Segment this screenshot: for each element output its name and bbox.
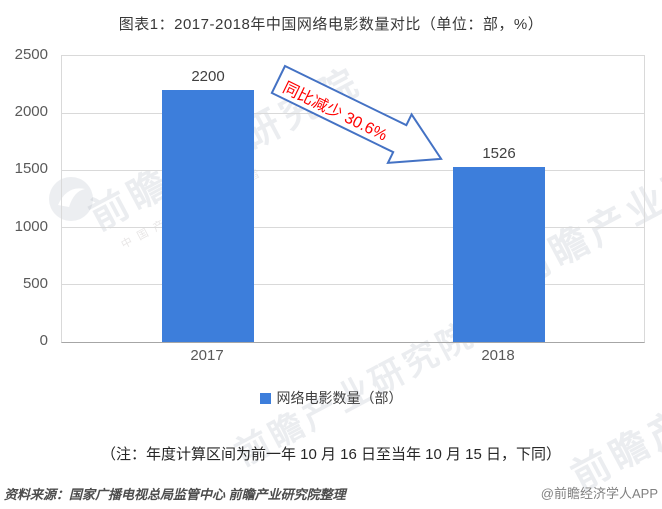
y-axis-tick-label: 1500: [14, 160, 48, 178]
y-axis-tick-label: 2000: [14, 103, 48, 121]
y-axis-tick-label: 1000: [14, 217, 48, 235]
bar-2017: [162, 90, 254, 342]
bar-value-label: 2200: [191, 68, 225, 85]
y-axis-tick-label: 500: [22, 274, 48, 292]
y-axis-tick-label: 2500: [14, 46, 48, 63]
credit-text: @前瞻经济学人APP: [540, 486, 658, 501]
y-axis: 0 500 1000 1500 2000 2500: [0, 46, 48, 349]
chart-note: （注：年度计算区间为前一年 10 月 16 日至当年 10 月 15 日，下同）: [100, 446, 562, 463]
chart-title: 图表1：2017-2018年中国网络电影数量对比（单位：部，%）: [118, 16, 544, 33]
source-text: 资料来源：国家广播电视总局监管中心 前瞻产业研究院整理: [4, 487, 346, 502]
legend-label: 网络电影数量（部）: [276, 390, 403, 406]
gridline: [62, 284, 644, 286]
bar-value-label: 1526: [482, 145, 516, 162]
gridline: [62, 169, 644, 171]
x-axis-tick-label: 2018: [481, 347, 515, 364]
x-axis: 2017 2018: [61, 347, 643, 367]
gridline: [62, 112, 644, 114]
bar-2018: [453, 167, 545, 342]
x-axis-tick-label: 2017: [190, 347, 224, 364]
legend-swatch: [259, 392, 271, 404]
chart-plot-area: 2200 1526: [61, 55, 645, 343]
legend: 网络电影数量（部）: [0, 388, 662, 408]
gridline: [62, 227, 644, 229]
y-axis-tick-label: 0: [39, 332, 48, 349]
